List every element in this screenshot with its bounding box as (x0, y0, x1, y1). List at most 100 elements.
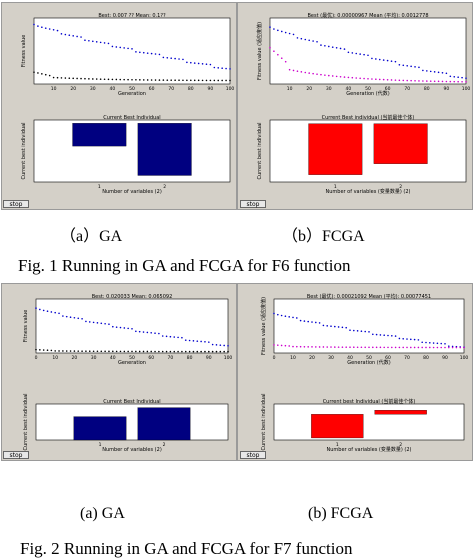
figure1-subcaption-fcga: （b）FCGA (282, 228, 365, 245)
best-point (445, 80, 448, 83)
stop-button[interactable]: stop (3, 451, 29, 459)
mean-point (394, 335, 397, 337)
mean-point (209, 63, 212, 66)
best-point (77, 350, 80, 352)
x-tick-label: 100 (226, 86, 235, 92)
best-point (451, 346, 454, 349)
x-tick-label: 1 (99, 442, 102, 448)
y-axis-label: Fitness value (适应度值) (260, 297, 267, 355)
best-point (449, 80, 452, 83)
mean-point (341, 326, 344, 329)
mean-point (284, 31, 287, 34)
figure2-subcaption-fcga: (b) FCGA (308, 505, 374, 522)
chart-f2-fcga-fitness: Best (最优): 0.00021092 Mean (平均): 0.00077… (260, 293, 468, 366)
best-point (73, 350, 76, 352)
mean-point (186, 61, 188, 64)
x-tick-label: 60 (385, 355, 391, 361)
mean-point (190, 61, 192, 64)
mean-point (154, 53, 157, 55)
y-axis-label: Fitness value (21, 35, 27, 68)
best-point (307, 346, 309, 348)
x-tick-label: 60 (149, 86, 155, 92)
best-point (353, 346, 355, 349)
best-point (204, 350, 206, 353)
chart-title: Best: 0.007 ?? Mean: 0.1?? (98, 13, 166, 19)
mean-point (37, 25, 39, 27)
x-axis-label: Generation (代数) (346, 90, 389, 97)
mean-point (177, 336, 179, 339)
best-point (311, 346, 313, 348)
mean-point (318, 322, 321, 324)
mean-point (359, 53, 361, 55)
best-point (42, 349, 45, 351)
best-point (184, 350, 187, 353)
mean-point (371, 57, 373, 60)
best-point (88, 78, 90, 80)
mean-point (135, 51, 137, 53)
mean-point (391, 334, 393, 337)
mean-point (303, 320, 306, 322)
best-point (334, 346, 336, 348)
x-tick-label: 20 (72, 355, 78, 361)
mean-point (356, 330, 359, 332)
x-tick-label: 50 (129, 86, 135, 92)
mean-point (227, 344, 229, 347)
chart-f1-fcga-best-individual: Current Best individual (当前最佳个体) Number o… (257, 114, 467, 195)
mean-point (88, 39, 90, 42)
best-point (215, 350, 218, 353)
best-point (39, 349, 41, 351)
mean-point (192, 340, 195, 342)
mean-point (65, 315, 68, 318)
x-axis-label: Generation (118, 360, 146, 366)
best-point (103, 78, 106, 81)
x-tick-label: 2 (399, 442, 402, 448)
mean-point (213, 66, 216, 69)
best-point (154, 79, 157, 81)
mean-point (77, 317, 80, 320)
best-point (453, 80, 456, 83)
mean-point (353, 329, 355, 332)
mean-point (387, 334, 389, 337)
x-tick-label: 20 (309, 355, 315, 361)
mean-point (382, 59, 385, 61)
mean-point (375, 333, 378, 336)
stop-button[interactable]: stop (3, 200, 29, 208)
best-point (35, 348, 37, 351)
best-point (426, 80, 428, 82)
best-point (56, 76, 59, 79)
best-point (60, 77, 63, 79)
best-point (127, 78, 129, 81)
best-point (371, 78, 373, 80)
stop-button[interactable]: stop (240, 451, 266, 459)
best-point (100, 350, 103, 353)
best-point (465, 81, 467, 83)
mean-point (324, 44, 326, 47)
best-point (356, 346, 359, 349)
best-point (364, 346, 366, 349)
best-point (142, 79, 145, 81)
mean-point (315, 321, 317, 324)
mean-point (375, 58, 377, 60)
best-point (330, 346, 332, 348)
best-point (303, 345, 306, 348)
mean-point (174, 57, 176, 60)
mean-point (311, 321, 313, 323)
mean-point (223, 344, 225, 347)
stop-button[interactable]: stop (240, 200, 266, 208)
mean-point (119, 46, 122, 49)
best-point (209, 79, 212, 82)
mean-point (330, 325, 332, 328)
best-point (429, 346, 431, 349)
best-point (425, 346, 427, 349)
mean-point (379, 334, 382, 336)
best-point (99, 78, 102, 80)
best-point (165, 350, 168, 353)
mean-point (308, 39, 310, 42)
x-tick-label: 2 (399, 184, 402, 190)
best-point (322, 346, 325, 348)
best-point (138, 350, 141, 353)
best-point (349, 346, 351, 348)
x-tick-label: 10 (287, 86, 293, 92)
best-point (173, 350, 176, 353)
best-point (300, 71, 303, 73)
